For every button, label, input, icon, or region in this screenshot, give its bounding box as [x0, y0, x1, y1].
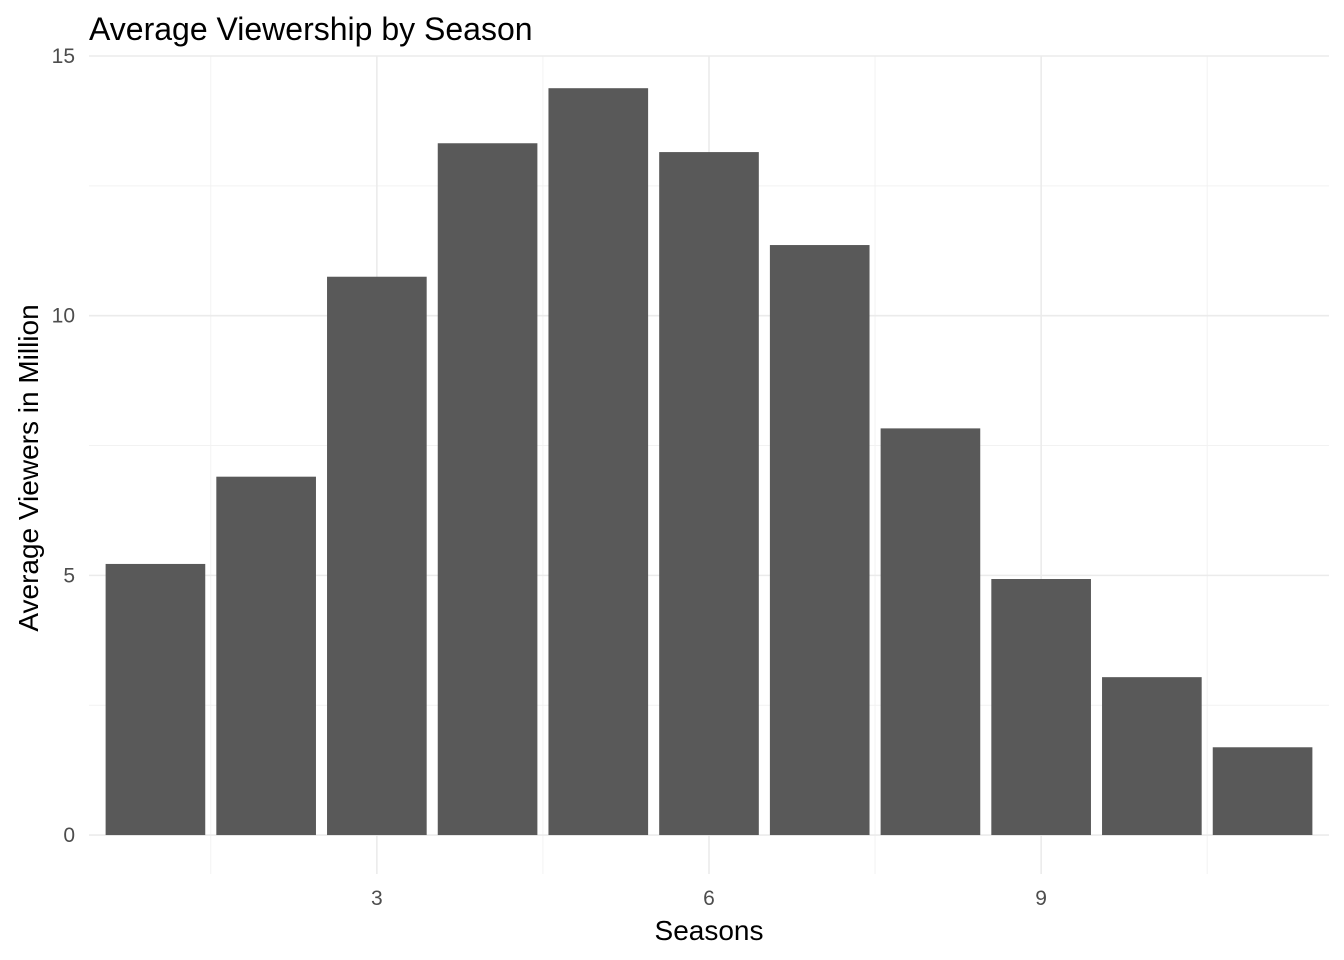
- y-axis-title: Average Viewers in Million: [13, 304, 44, 631]
- x-tick-label: 6: [703, 887, 715, 910]
- chart-title: Average Viewership by Season: [89, 11, 533, 47]
- bars: [105, 88, 1313, 836]
- bar-season-4: [437, 143, 538, 836]
- bar-season-9: [991, 579, 1091, 836]
- bar-season-11: [1212, 747, 1313, 836]
- y-tick-label: 15: [52, 45, 75, 68]
- y-tick-label: 5: [63, 564, 75, 587]
- x-tick-labels: 3 6 9: [371, 887, 1047, 910]
- x-tick-label: 3: [371, 887, 383, 910]
- bar-season-3: [327, 276, 427, 836]
- x-tick-label: 9: [1035, 887, 1047, 910]
- bar-season-1: [105, 563, 206, 836]
- bar-season-7: [769, 245, 870, 836]
- bar-season-8: [880, 428, 981, 836]
- y-tick-label: 0: [63, 824, 75, 847]
- bar-season-6: [659, 152, 759, 836]
- bar-season-5: [548, 88, 649, 836]
- y-tick-labels: 0 5 10 15: [52, 45, 75, 847]
- y-tick-label: 10: [52, 305, 75, 328]
- x-axis-title: Seasons: [655, 915, 764, 946]
- bar-season-10: [1102, 677, 1202, 836]
- bar-season-2: [216, 476, 316, 836]
